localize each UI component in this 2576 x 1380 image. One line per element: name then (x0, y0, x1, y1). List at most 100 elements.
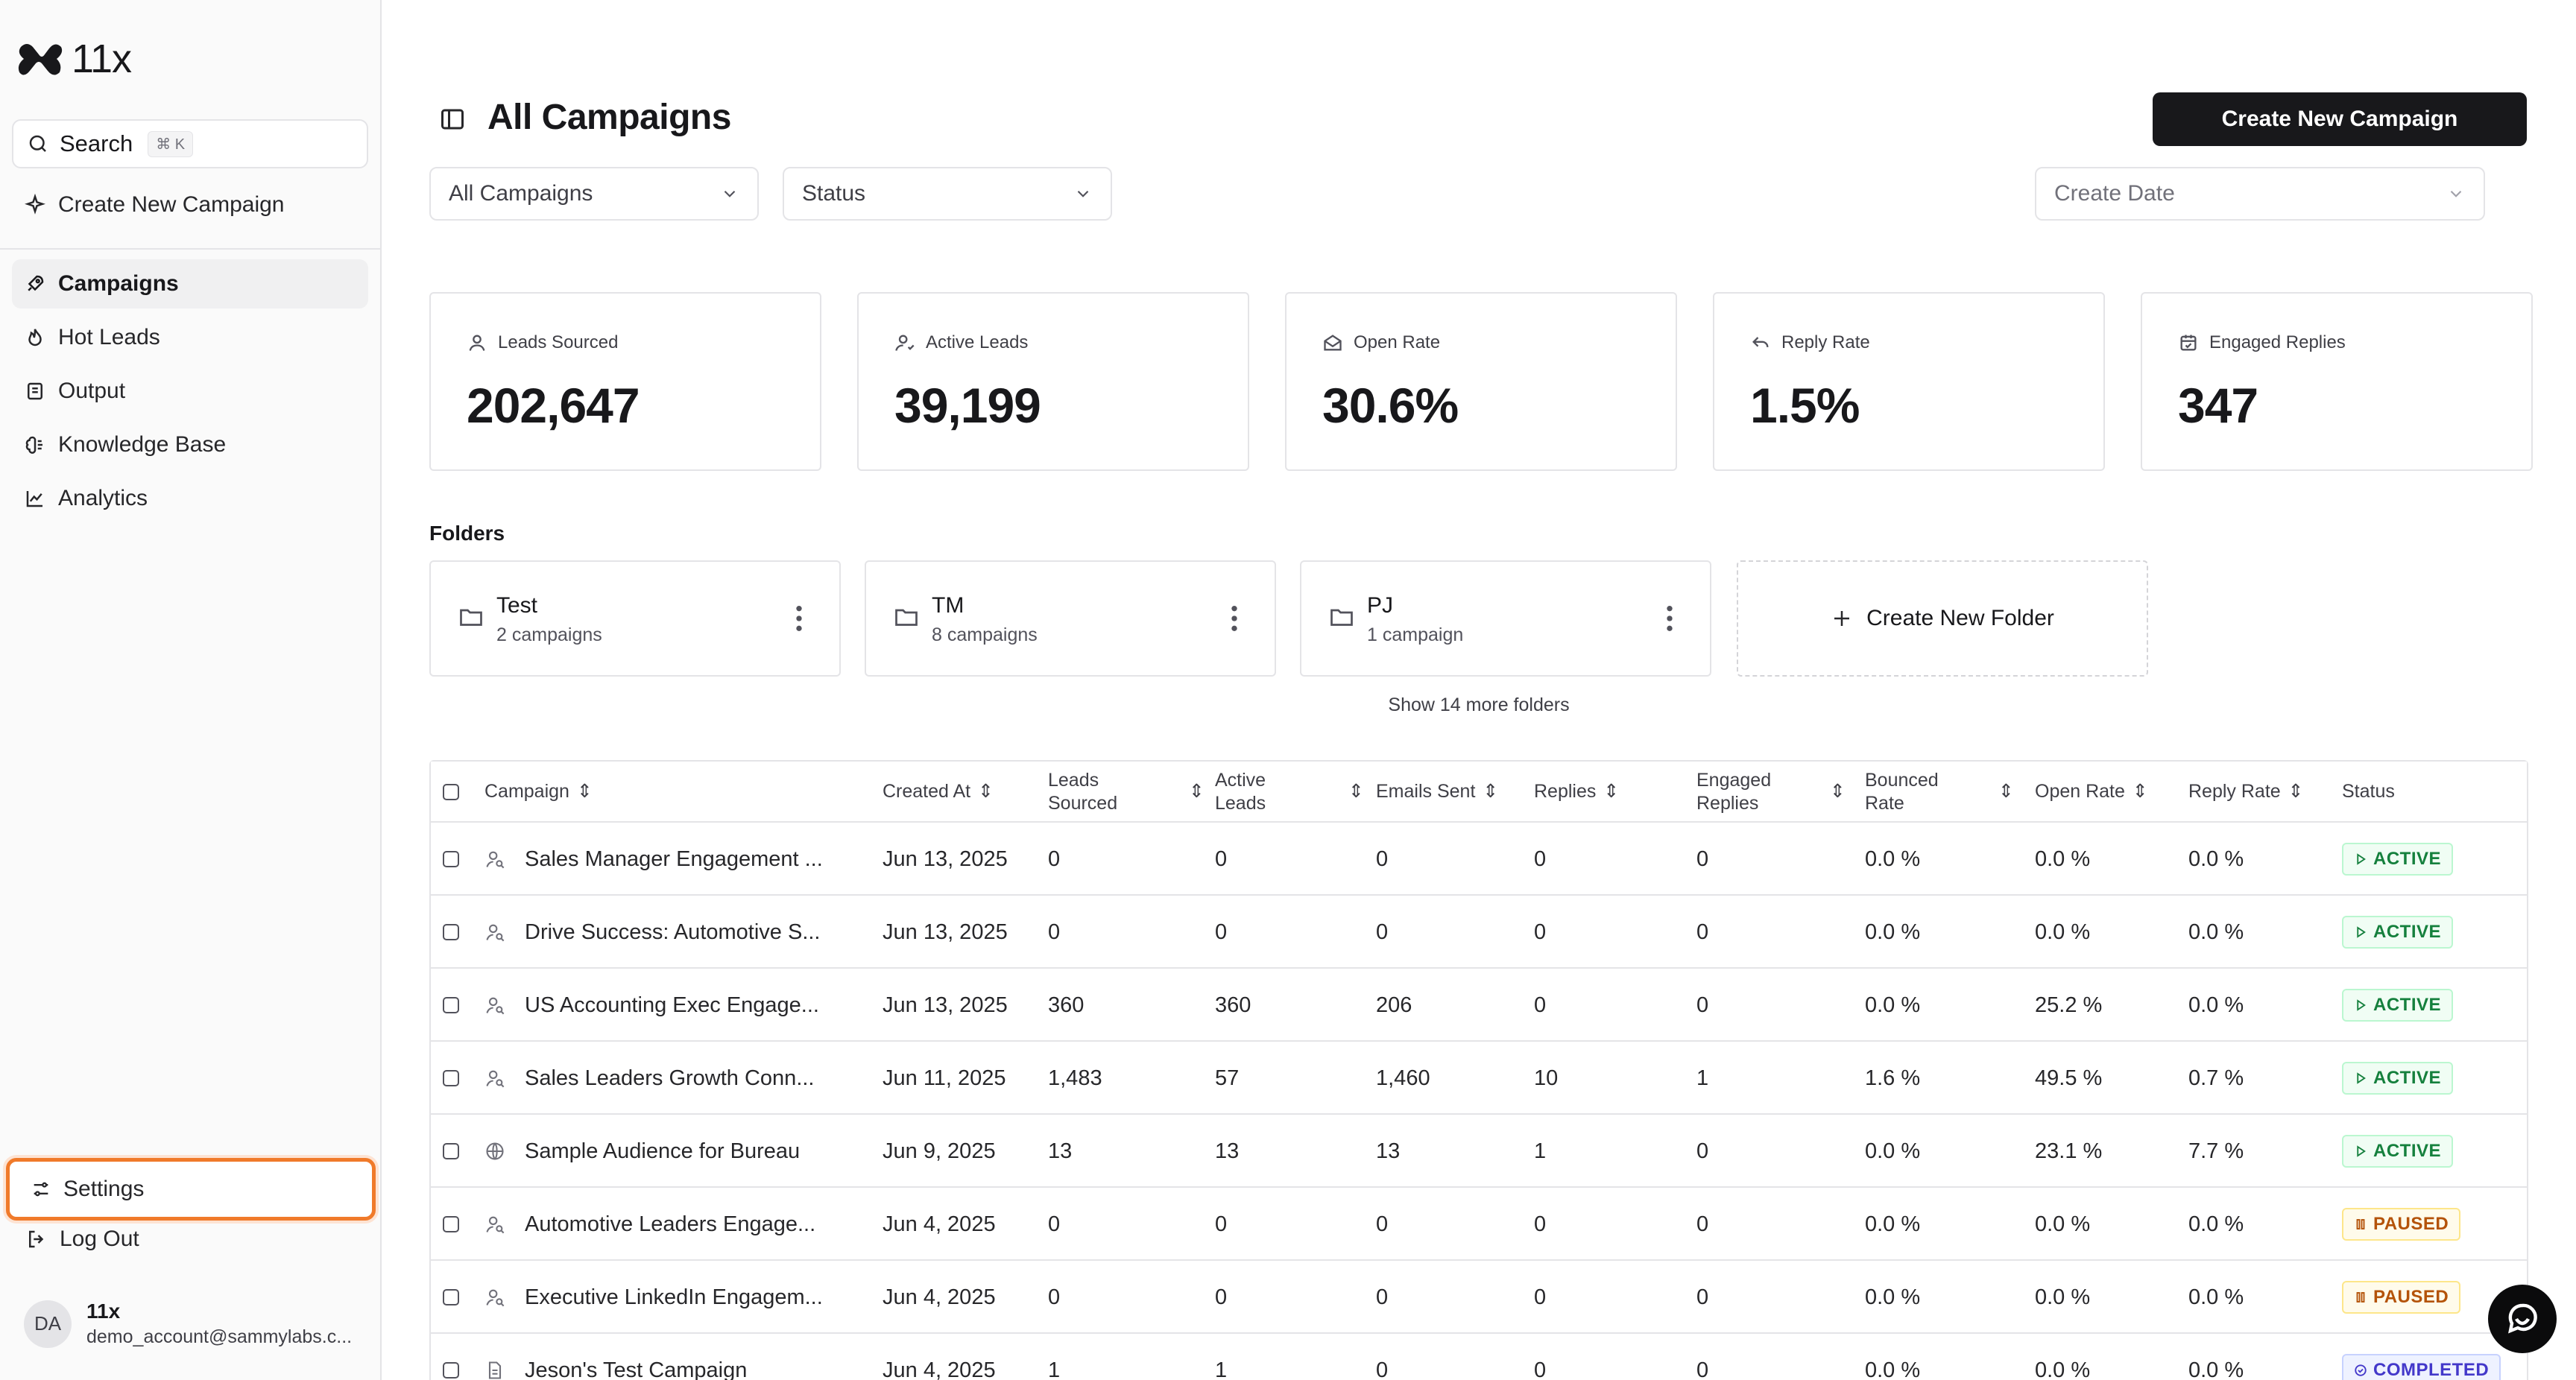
campaign-cell[interactable]: Executive LinkedIn Engagem... (484, 1261, 823, 1334)
status-label: COMPLETED (2373, 1360, 2490, 1380)
table-header: Campaign ⇕ Created At ⇕ Leads Sourced ⇕ Acti… (431, 762, 2527, 823)
sidebar-item-settings[interactable]: Settings (6, 1158, 376, 1221)
table-row[interactable]: Sales Manager Engagement ... Jun 13, 2025… (431, 823, 2527, 896)
folder-card[interactable]: TM 8 campaigns (865, 560, 1276, 677)
user-search-icon (486, 1070, 505, 1088)
campaign-cell[interactable]: Sales Leaders Growth Conn... (484, 1042, 814, 1115)
sidebar-item-campaigns[interactable]: Campaigns (12, 259, 368, 308)
status-cell: ACTIVE (2342, 1042, 2454, 1115)
table-row[interactable]: Executive LinkedIn Engagem... Jun 4, 2025… (431, 1261, 2527, 1334)
avatar: DA (24, 1300, 72, 1348)
show-more-folders-link[interactable]: Show 14 more folders (1388, 694, 1570, 715)
campaign-cell[interactable]: Sample Audience for Bureau (484, 1115, 800, 1188)
column-engaged-replies[interactable]: Engaged Replies ⇕ (1696, 762, 1846, 823)
column-leads-sourced[interactable]: Leads Sourced ⇕ (1048, 762, 1205, 823)
column-open-rate[interactable]: Open Rate ⇕ (2035, 762, 2148, 823)
cell-open: 49.5 % (2035, 1066, 2103, 1090)
campaign-cell[interactable]: US Accounting Exec Engage... (484, 969, 819, 1042)
row-checkbox[interactable] (443, 1261, 459, 1334)
sidebar-item-hot-leads[interactable]: Hot Leads (12, 313, 368, 362)
row-checkbox[interactable] (443, 1115, 459, 1188)
table-row[interactable]: Jeson's Test Campaign Jun 4, 2025 1 1 0 0 0 0.0… (431, 1334, 2527, 1380)
campaign-cell[interactable]: Drive Success: Automotive S... (484, 896, 820, 969)
sort-icon: ⇕ (1483, 781, 1499, 803)
select-all-checkbox[interactable] (443, 762, 459, 823)
sort-icon: ⇕ (1189, 781, 1205, 803)
row-checkbox[interactable] (443, 1042, 459, 1115)
cell-created: Jun 4, 2025 (883, 1212, 996, 1236)
user-search-icon (486, 851, 505, 869)
row-checkbox[interactable] (443, 896, 459, 969)
status-cell: ACTIVE (2342, 969, 2454, 1042)
cell-reply: 0.0 % (2188, 1358, 2244, 1380)
campaigns-filter-select[interactable]: All Campaigns (429, 167, 759, 221)
row-checkbox[interactable] (443, 823, 459, 896)
cell-reply: 0.0 % (2188, 1212, 2244, 1236)
column-label: Active (1215, 769, 1266, 791)
stat-value: 30.6% (1322, 378, 1459, 433)
row-checkbox[interactable] (443, 1334, 459, 1380)
create-folder-button[interactable]: Create New Folder (1737, 560, 2148, 677)
status-filter-select[interactable]: Status (783, 167, 1112, 221)
table-row[interactable]: Sample Audience for Bureau Jun 9, 2025 13 1… (431, 1115, 2527, 1188)
logout-button[interactable]: Log Out (25, 1227, 139, 1252)
cell-reply: 0.0 % (2188, 1285, 2244, 1309)
status-badge: COMPLETED (2342, 1354, 2501, 1380)
column-emails-sent[interactable]: Emails Sent ⇕ (1376, 762, 1498, 823)
cell-open: 0.0 % (2035, 920, 2091, 944)
more-vertical-icon[interactable] (1665, 604, 1674, 633)
cell-reply: 0.7 % (2188, 1066, 2244, 1090)
row-checkbox[interactable] (443, 1188, 459, 1261)
cell-replies: 0 (1534, 1212, 1547, 1236)
sidebar-item-output[interactable]: Output (12, 367, 368, 416)
table-row[interactable]: US Accounting Exec Engage... Jun 13, 2025… (431, 969, 2527, 1042)
user-profile[interactable]: DA 11x demo_account@sammylabs.c... (24, 1300, 352, 1348)
stat-card-reply-rate: Reply Rate 1.5% (1713, 292, 2105, 471)
play-icon (2357, 1072, 2366, 1084)
stat-value: 202,647 (467, 378, 640, 433)
column-replies[interactable]: Replies ⇕ (1534, 762, 1619, 823)
cell-created: Jun 11, 2025 (883, 1066, 1006, 1090)
folder-card[interactable]: Test 2 campaigns (429, 560, 841, 677)
column-active-leads[interactable]: Active Leads ⇕ (1215, 762, 1364, 823)
table-row[interactable]: Sales Leaders Growth Conn... Jun 11, 2025… (431, 1042, 2527, 1115)
search-input[interactable]: Search ⌘ K (12, 119, 368, 168)
cell-created: Jun 13, 2025 (883, 920, 1008, 944)
status-label: PAUSED (2373, 1287, 2449, 1307)
folder-name: PJ (1367, 593, 1394, 618)
folder-card[interactable]: PJ 1 campaign (1300, 560, 1711, 677)
row-checkbox[interactable] (443, 969, 459, 1042)
stat-value: 347 (2178, 378, 2258, 433)
chat-widget-button[interactable] (2488, 1285, 2557, 1353)
stat-card-leads-sourced: Leads Sourced 202,647 (429, 292, 821, 471)
create-folder-label: Create New Folder (1866, 606, 2054, 630)
logo[interactable]: 11x (16, 36, 132, 82)
folder-name: TM (932, 593, 965, 618)
create-campaign-button[interactable]: Create New Campaign (2153, 92, 2527, 146)
campaign-name: Sales Manager Engagement ... (525, 846, 823, 871)
column-label: Sourced (1048, 793, 1118, 814)
sparkle-icon (25, 194, 45, 215)
campaign-cell[interactable]: Automotive Leaders Engage... (484, 1188, 815, 1261)
column-campaign[interactable]: Campaign ⇕ (484, 762, 593, 823)
sidebar-toggle-icon[interactable] (438, 106, 467, 133)
campaign-cell[interactable]: Jeson's Test Campaign (484, 1334, 747, 1380)
sidebar-create-campaign[interactable]: Create New Campaign (12, 180, 368, 230)
table-row[interactable]: Drive Success: Automotive S... Jun 13, 20… (431, 896, 2527, 969)
cell-bounced: 1.6 % (1865, 1066, 1921, 1090)
column-created-at[interactable]: Created At ⇕ (883, 762, 994, 823)
more-vertical-icon[interactable] (1230, 604, 1239, 633)
date-filter-select[interactable]: Create Date (2035, 167, 2485, 221)
table-row[interactable]: Automotive Leaders Engage... Jun 4, 2025 0… (431, 1188, 2527, 1261)
stat-value: 39,199 (894, 378, 1041, 433)
sidebar-item-knowledge-base[interactable]: Knowledge Base (12, 420, 368, 469)
settings-highlight: Settings (3, 1155, 379, 1224)
column-reply-rate[interactable]: Reply Rate ⇕ (2188, 762, 2304, 823)
status-cell: COMPLETED (2342, 1334, 2501, 1380)
column-bounced-rate[interactable]: Bounced Rate ⇕ (1865, 762, 2014, 823)
sidebar-item-analytics[interactable]: Analytics (12, 474, 368, 523)
status-cell: ACTIVE (2342, 896, 2454, 969)
campaign-cell[interactable]: Sales Manager Engagement ... (484, 823, 823, 896)
more-vertical-icon[interactable] (795, 604, 804, 633)
column-label: Created At (883, 781, 971, 803)
